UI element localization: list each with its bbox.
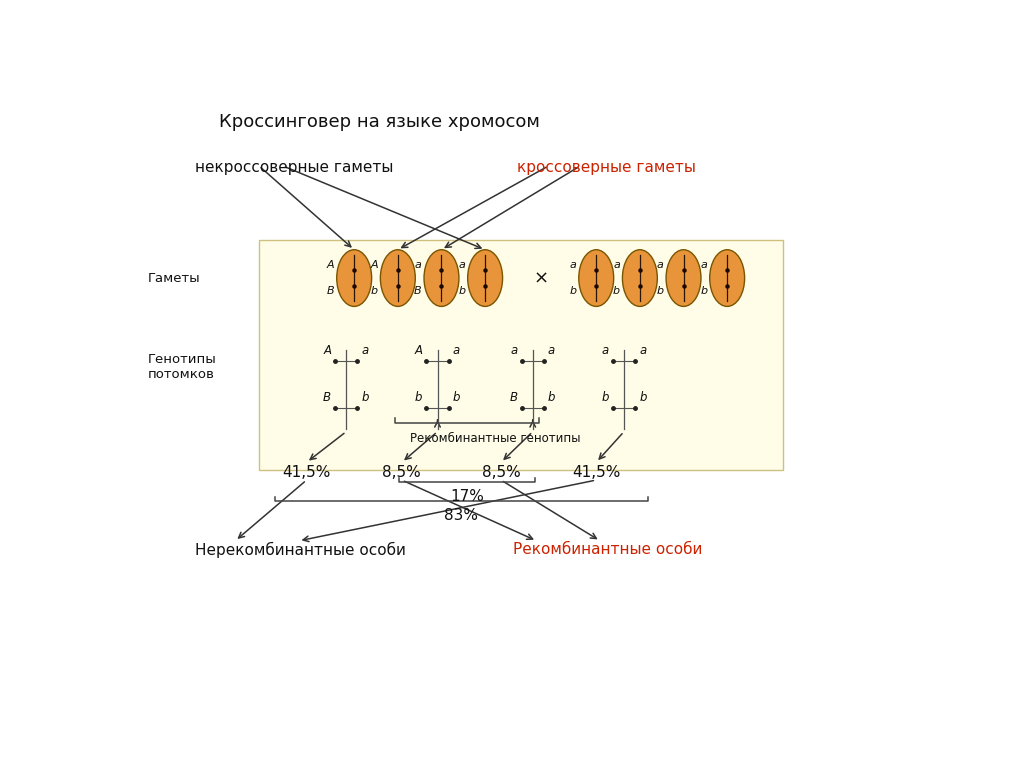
Text: b: b	[361, 391, 369, 404]
Text: b: b	[700, 286, 708, 296]
Text: a: a	[453, 344, 460, 357]
Text: a: a	[639, 344, 646, 357]
Text: a: a	[569, 260, 577, 270]
Text: B: B	[324, 391, 331, 404]
Text: Гаметы: Гаметы	[147, 272, 201, 285]
Text: 17%: 17%	[450, 489, 483, 504]
Text: a: a	[361, 344, 369, 357]
Text: a: a	[415, 260, 422, 270]
Text: b: b	[548, 391, 555, 404]
Text: a: a	[656, 260, 664, 270]
Text: Рекомбинантные генотипы: Рекомбинантные генотипы	[410, 432, 581, 445]
Text: b: b	[371, 286, 378, 296]
Text: 41,5%: 41,5%	[572, 466, 621, 480]
Text: b: b	[458, 286, 465, 296]
Text: A: A	[371, 260, 378, 270]
FancyBboxPatch shape	[259, 239, 782, 470]
Text: b: b	[415, 391, 423, 404]
Text: a: a	[510, 344, 518, 357]
Text: b: b	[656, 286, 664, 296]
Text: Генотипы
потомков: Генотипы потомков	[147, 353, 217, 380]
Text: b: b	[569, 286, 577, 296]
Text: b: b	[453, 391, 460, 404]
Ellipse shape	[623, 250, 657, 307]
Text: Рекомбинантные особи: Рекомбинантные особи	[513, 542, 702, 558]
Text: 41,5%: 41,5%	[283, 466, 331, 480]
Text: A: A	[415, 344, 423, 357]
Text: Кроссинговер на языке хромосом: Кроссинговер на языке хромосом	[219, 113, 540, 130]
Text: B: B	[327, 286, 334, 296]
Text: ×: ×	[534, 269, 548, 287]
Ellipse shape	[337, 250, 372, 307]
Text: A: A	[327, 260, 334, 270]
Text: Нерекомбинантные особи: Нерекомбинантные особи	[196, 542, 407, 558]
Ellipse shape	[666, 250, 701, 307]
Text: некроссоверные гаметы: некроссоверные гаметы	[196, 160, 394, 175]
Text: 8,5%: 8,5%	[382, 466, 421, 480]
Ellipse shape	[424, 250, 459, 307]
Text: A: A	[324, 344, 331, 357]
Text: a: a	[459, 260, 465, 270]
Text: b: b	[639, 391, 646, 404]
Text: a: a	[548, 344, 555, 357]
Text: кроссоверные гаметы: кроссоверные гаметы	[517, 160, 695, 175]
Text: B: B	[510, 391, 518, 404]
Ellipse shape	[579, 250, 613, 307]
Text: B: B	[414, 286, 422, 296]
Text: a: a	[602, 344, 609, 357]
Ellipse shape	[380, 250, 416, 307]
Text: a: a	[613, 260, 620, 270]
Ellipse shape	[710, 250, 744, 307]
Ellipse shape	[468, 250, 503, 307]
Text: 83%: 83%	[444, 508, 478, 523]
Text: a: a	[700, 260, 708, 270]
Text: b: b	[601, 391, 609, 404]
Text: b: b	[613, 286, 620, 296]
Text: 8,5%: 8,5%	[481, 466, 520, 480]
